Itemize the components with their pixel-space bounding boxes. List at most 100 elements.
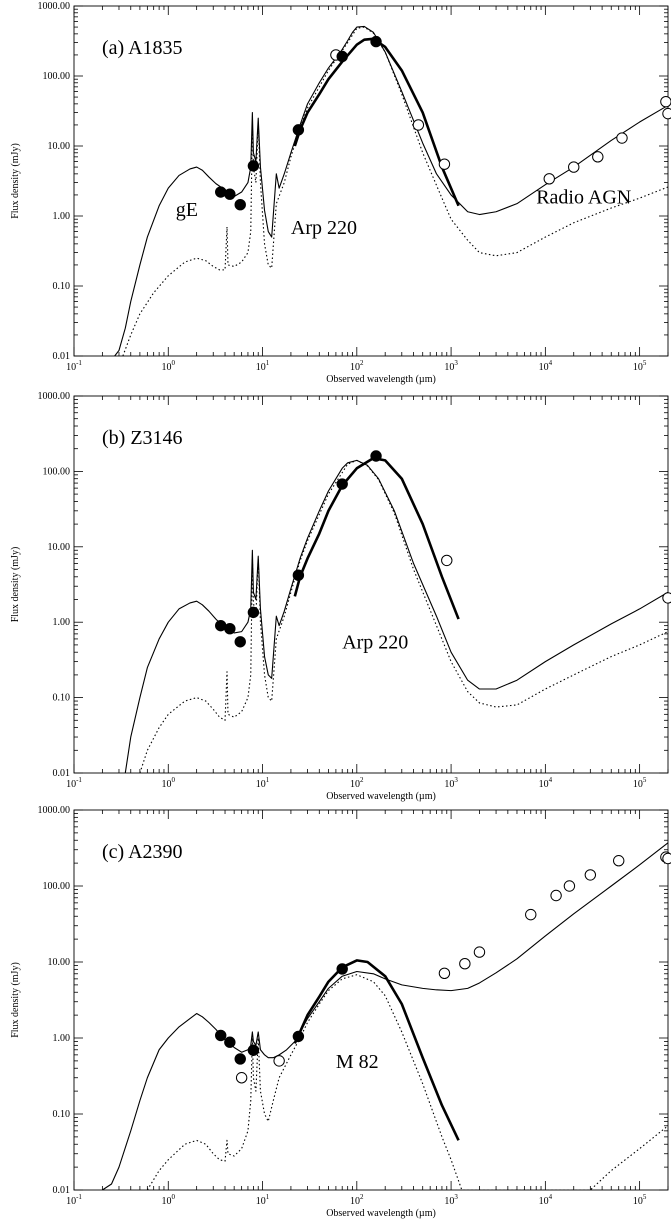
open-data-point <box>662 592 671 604</box>
panel-3: 10-1 100 101 102 103 104 105 0.01 0.10 1.00 10.00 1… <box>10 805 671 1219</box>
x-tick-label: 101 <box>256 776 270 790</box>
x-tick-label: 102 <box>350 1193 364 1207</box>
open-data-point <box>613 855 625 867</box>
open-data-point <box>412 119 425 131</box>
y-tick-label: 0.01 <box>53 768 71 779</box>
y-tick-label: 0.01 <box>53 1185 71 1196</box>
open-data-point <box>235 1072 248 1084</box>
panel-title: (a) A1835 <box>102 37 183 59</box>
open-data-point <box>441 554 453 567</box>
open-data-point <box>543 173 555 185</box>
filled-data-point <box>292 569 305 581</box>
x-tick-label: 103 <box>444 359 458 373</box>
x-axis-label: Observed wavelength (µm) <box>326 374 436 385</box>
x-tick-label: 100 <box>162 359 176 373</box>
y-tick-label: 100.00 <box>43 71 71 82</box>
annotation-label: Arp 220 <box>342 631 408 653</box>
panel-2: 10-1 100 101 102 103 104 105 0.01 0.10 1.00 10.00 1… <box>10 391 671 802</box>
filled-data-point <box>247 606 260 619</box>
curves <box>114 25 668 356</box>
filled-data-point <box>292 1030 305 1043</box>
y-tick-label: 0.10 <box>53 281 71 292</box>
axis-ticks <box>73 809 669 1191</box>
open-data-point <box>662 852 671 865</box>
x-tick-label: 10-1 <box>66 776 82 790</box>
x-tick-label: 105 <box>633 1193 647 1207</box>
x-tick-label: 104 <box>539 1193 553 1207</box>
y-tick-label: 0.10 <box>53 693 71 704</box>
y-axis-label: Flux density (mJy) <box>10 143 21 219</box>
x-tick-label: 105 <box>633 776 647 790</box>
x-tick-label: 102 <box>350 776 364 790</box>
panel-title: (b) Z3146 <box>102 427 183 449</box>
data-points <box>215 851 671 1084</box>
x-tick-label: 104 <box>539 359 553 373</box>
open-data-point <box>568 161 580 173</box>
filled-data-point <box>370 35 382 48</box>
series-thin-line <box>114 25 668 356</box>
x-tick-label: 101 <box>256 359 270 373</box>
axis-ticks <box>73 395 669 774</box>
filled-data-point <box>234 199 246 211</box>
filled-data-point <box>336 50 348 63</box>
series-dotted-line <box>122 26 668 356</box>
y-tick-label: 1000.00 <box>38 805 71 816</box>
y-tick-label: 0.10 <box>53 1109 71 1120</box>
x-tick-label: 103 <box>444 1193 458 1207</box>
y-tick-label: 1000.00 <box>38 391 71 402</box>
filled-data-point <box>292 124 305 136</box>
x-axis-label: Observed wavelength (µm) <box>326 791 436 802</box>
filled-data-point <box>234 1053 246 1065</box>
y-axis-label: Flux density (mJy) <box>10 962 21 1038</box>
filled-data-point <box>336 963 348 975</box>
plot-frame <box>73 395 669 774</box>
y-tick-label: 100.00 <box>43 466 71 477</box>
series-thin-line <box>124 459 668 773</box>
y-tick-label: 1.00 <box>53 1033 71 1044</box>
filled-data-point <box>215 1029 227 1042</box>
data-points <box>215 450 671 648</box>
panel-1: 10-1 100 101 102 103 104 105 0.01 0.10 1.00 10.00 1… <box>10 1 671 385</box>
axis-ticks <box>73 5 669 357</box>
series-thick-line <box>293 959 460 1141</box>
series-dotted-line <box>146 974 668 1190</box>
open-data-point <box>616 132 628 144</box>
panel-title: (c) A2390 <box>102 841 183 863</box>
x-tick-label: 10-1 <box>66 1193 82 1207</box>
open-data-point <box>438 967 451 980</box>
series-thin-line <box>102 842 668 1190</box>
series-thick-line <box>293 37 460 207</box>
open-data-point <box>584 869 597 881</box>
series-dotted-line <box>139 459 668 773</box>
filled-data-point <box>247 160 260 172</box>
open-data-point <box>438 158 451 170</box>
filled-data-point <box>224 1036 236 1048</box>
filled-data-point <box>234 636 246 648</box>
x-axis-label: Observed wavelength (µm) <box>326 1208 436 1219</box>
y-tick-label: 10.00 <box>48 141 71 152</box>
annotation-label: Radio AGN <box>536 187 631 209</box>
x-tick-label: 100 <box>162 1193 176 1207</box>
data-points <box>215 35 671 211</box>
curves <box>124 456 668 773</box>
y-tick-label: 100.00 <box>43 881 71 892</box>
annotation-label: Arp 220 <box>291 217 357 239</box>
open-data-point <box>563 880 576 892</box>
plot-frame <box>73 809 669 1191</box>
y-tick-label: 10.00 <box>48 957 71 968</box>
y-tick-label: 1.00 <box>53 211 71 222</box>
open-data-point <box>660 95 671 108</box>
y-tick-label: 1.00 <box>53 617 71 628</box>
annotation-label: gE <box>176 199 198 221</box>
x-tick-label: 100 <box>162 776 176 790</box>
plot-frame <box>73 5 669 357</box>
open-data-point <box>662 107 671 120</box>
filled-data-point <box>247 1044 260 1056</box>
filled-data-point <box>336 478 348 490</box>
open-data-point <box>525 908 537 921</box>
open-data-point <box>592 151 604 163</box>
series-thick-line <box>293 456 460 620</box>
open-data-point <box>273 1055 285 1067</box>
x-tick-label: 101 <box>256 1193 270 1207</box>
